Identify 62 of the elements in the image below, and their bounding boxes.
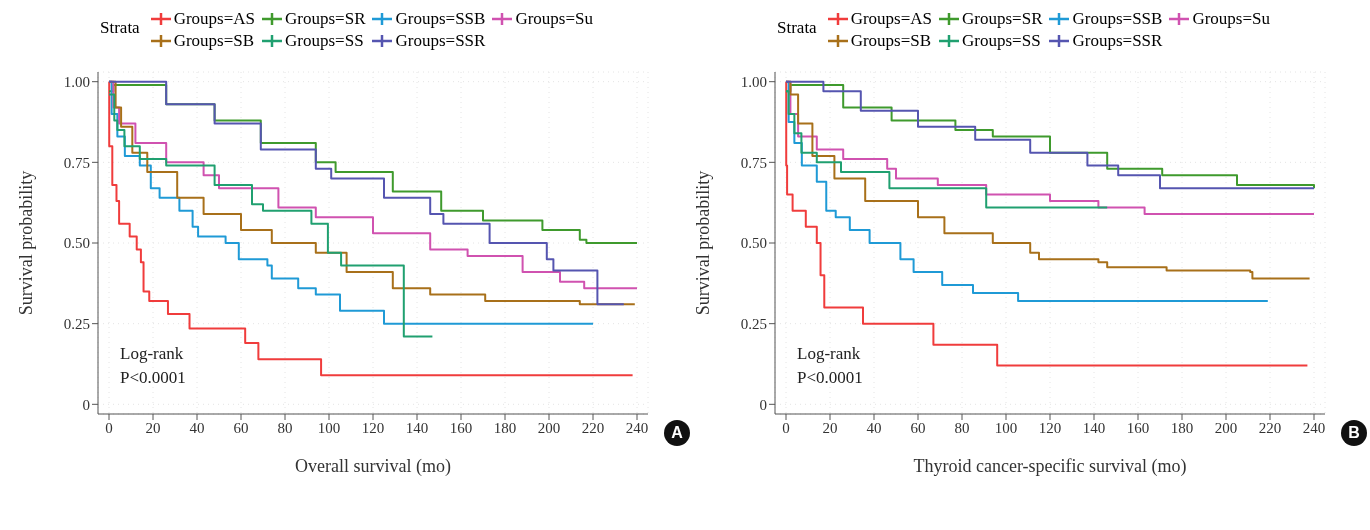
legend-label: Groups=SB — [173, 30, 255, 52]
x-tick-label: 140 — [1082, 419, 1106, 436]
y-tick-label: 0 — [759, 396, 767, 413]
legend-label: Groups=SSB — [395, 8, 486, 30]
x-tick-label: 180 — [493, 419, 517, 436]
legend-label: Groups=SSR — [395, 30, 486, 52]
x-tick-label: 100 — [317, 419, 341, 436]
x-tick-label: 120 — [1038, 419, 1062, 436]
x-tick-label: 240 — [1302, 419, 1326, 436]
x-axis-title: Thyroid cancer-specific survival (mo) — [913, 456, 1187, 477]
x-tick-label: 0 — [105, 419, 113, 436]
annotation: Log-rank — [797, 343, 862, 366]
legend-label: Groups=SSB — [1072, 8, 1163, 30]
x-tick-label: 80 — [954, 419, 970, 436]
y-tick-label: 0 — [82, 396, 90, 413]
annotation: P<0.0001 — [120, 367, 186, 390]
y-tick-label: 0.25 — [740, 315, 767, 332]
x-tick-label: 200 — [1214, 419, 1238, 436]
x-tick-label: 220 — [581, 419, 605, 436]
legend-label: Groups=SSR — [1072, 30, 1163, 52]
y-tick-label: 0.75 — [740, 154, 767, 171]
x-tick-label: 80 — [277, 419, 293, 436]
x-tick-label: 20 — [822, 419, 838, 436]
legend-label: Groups=AS — [173, 8, 256, 30]
y-axis-title: Survival probability — [16, 170, 37, 316]
y-tick-label: 0.50 — [740, 235, 767, 252]
legend-label: Groups=AS — [850, 8, 933, 30]
annotation: Log-rank — [120, 343, 185, 366]
legend-label: Groups=Su — [1192, 8, 1270, 30]
y-tick-label: 0.75 — [63, 154, 90, 171]
x-tick-label: 140 — [405, 419, 429, 436]
y-tick-label: 0.25 — [63, 315, 90, 332]
y-tick-label: 0.50 — [63, 235, 90, 252]
legend-label: Groups=SS — [285, 30, 364, 52]
x-tick-label: 200 — [537, 419, 561, 436]
legend-label: Groups=Su — [515, 8, 593, 30]
y-tick-label: 1.00 — [63, 74, 90, 90]
x-tick-label: 160 — [449, 419, 473, 436]
x-tick-label: 160 — [1126, 419, 1150, 436]
x-tick-label: 60 — [910, 419, 926, 436]
x-tick-label: 60 — [233, 419, 249, 436]
y-axis-title: Survival probability — [693, 170, 714, 316]
legend-title: Strata — [100, 18, 140, 38]
legend-title: Strata — [777, 18, 817, 38]
x-tick-label: 0 — [782, 419, 790, 436]
x-tick-label: 120 — [361, 419, 385, 436]
text: B — [1341, 420, 1367, 446]
x-tick-label: 40 — [866, 419, 882, 436]
annotation: P<0.0001 — [797, 367, 863, 390]
legend-label: Groups=SR — [285, 8, 366, 30]
x-tick-label: 100 — [994, 419, 1018, 436]
x-tick-label: 40 — [189, 419, 205, 436]
legend-label: Groups=SS — [962, 30, 1041, 52]
legend-label: Groups=SR — [962, 8, 1043, 30]
text: A — [664, 420, 690, 446]
x-tick-label: 180 — [1170, 419, 1194, 436]
x-tick-label: 20 — [145, 419, 161, 436]
x-tick-label: 220 — [1258, 419, 1282, 436]
x-axis-title: Overall survival (mo) — [295, 456, 451, 477]
legend-label: Groups=SB — [850, 30, 932, 52]
y-tick-label: 1.00 — [740, 74, 767, 90]
x-tick-label: 240 — [625, 419, 649, 436]
